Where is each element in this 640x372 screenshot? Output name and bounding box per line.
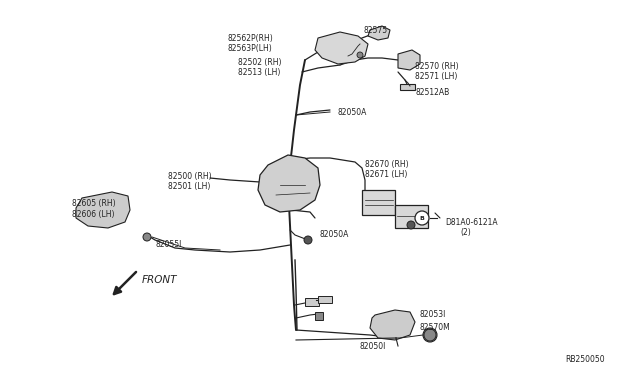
Bar bbox=[318, 296, 332, 303]
Text: 82670 (RH): 82670 (RH) bbox=[365, 160, 408, 169]
Text: 82053I: 82053I bbox=[420, 310, 446, 319]
Polygon shape bbox=[370, 310, 415, 340]
Polygon shape bbox=[315, 32, 368, 64]
Text: B: B bbox=[420, 215, 424, 221]
Text: 82562P(RH): 82562P(RH) bbox=[228, 34, 274, 43]
Text: 82050I: 82050I bbox=[360, 342, 387, 351]
Bar bbox=[395, 205, 428, 228]
Text: 82050A: 82050A bbox=[320, 230, 349, 239]
Text: 82501 (LH): 82501 (LH) bbox=[168, 182, 211, 191]
Polygon shape bbox=[400, 84, 415, 90]
Circle shape bbox=[407, 221, 415, 229]
Text: 82512AB: 82512AB bbox=[415, 88, 449, 97]
Text: 82563P(LH): 82563P(LH) bbox=[228, 44, 273, 53]
Text: (2): (2) bbox=[460, 228, 471, 237]
Circle shape bbox=[423, 328, 437, 342]
Polygon shape bbox=[398, 50, 420, 70]
Circle shape bbox=[143, 233, 151, 241]
Text: D81A0-6121A: D81A0-6121A bbox=[445, 218, 498, 227]
Text: 82502 (RH): 82502 (RH) bbox=[238, 58, 282, 67]
Text: RB250050: RB250050 bbox=[565, 355, 605, 364]
Polygon shape bbox=[368, 26, 390, 40]
Text: 82570M: 82570M bbox=[420, 323, 451, 332]
Text: 82570 (RH): 82570 (RH) bbox=[415, 62, 459, 71]
Text: 82513 (LH): 82513 (LH) bbox=[238, 68, 280, 77]
Text: 82055I: 82055I bbox=[155, 240, 181, 249]
Text: 82500 (RH): 82500 (RH) bbox=[168, 172, 212, 181]
Text: FRONT: FRONT bbox=[142, 275, 177, 285]
Text: 82050A: 82050A bbox=[338, 108, 367, 117]
Bar bbox=[305, 298, 319, 306]
Circle shape bbox=[424, 329, 436, 341]
Circle shape bbox=[415, 211, 429, 225]
Bar bbox=[315, 312, 323, 320]
Text: 82606 (LH): 82606 (LH) bbox=[72, 210, 115, 219]
Text: 82571 (LH): 82571 (LH) bbox=[415, 72, 458, 81]
Bar bbox=[362, 190, 395, 215]
Circle shape bbox=[304, 236, 312, 244]
Text: 82575: 82575 bbox=[363, 26, 387, 35]
Polygon shape bbox=[258, 155, 320, 212]
Text: 82671 (LH): 82671 (LH) bbox=[365, 170, 408, 179]
Polygon shape bbox=[76, 192, 130, 228]
Text: 82605 (RH): 82605 (RH) bbox=[72, 199, 116, 208]
Circle shape bbox=[357, 52, 363, 58]
